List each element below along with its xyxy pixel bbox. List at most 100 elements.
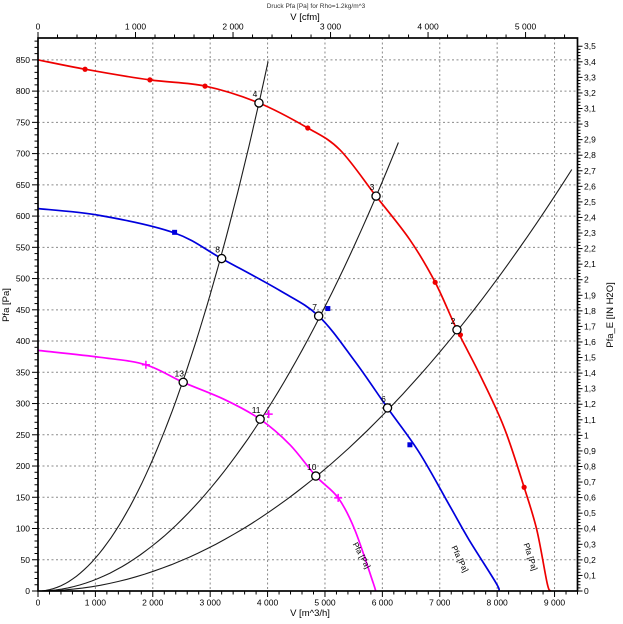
bottom-axis-tick-label: 1 000 xyxy=(85,598,107,608)
right-axis-tick-label: 0,2 xyxy=(584,555,596,565)
right-axis-tick-label: 2,6 xyxy=(584,181,596,191)
top-axis-tick-label: 3 000 xyxy=(320,22,342,32)
bottom-axis-tick-label: 4 000 xyxy=(257,598,279,608)
fan-curve-low-speed-label: Pfa [Pa] xyxy=(351,541,372,570)
left-axis-tick-label: 500 xyxy=(16,274,30,284)
bottom-axis-tick-label: 6 000 xyxy=(372,598,394,608)
operating-point-label: 3 xyxy=(370,182,375,192)
operating-point-marker xyxy=(178,377,188,388)
bottom-axis-tick-label: 7 000 xyxy=(429,598,451,608)
right-axis-tick-label: 3,1 xyxy=(584,103,596,113)
right-axis-tick-label: 0,4 xyxy=(584,524,596,534)
operating-point-label: 7 xyxy=(312,302,317,312)
left-axis-tick-label: 600 xyxy=(16,211,30,221)
operating-point-label: 10 xyxy=(307,462,317,472)
operating-point-marker xyxy=(313,311,324,321)
right-axis-tick-label: 3 xyxy=(584,119,589,129)
right-axis-tick-label: 2,9 xyxy=(584,135,596,145)
top-axis-tick-label: 0 xyxy=(36,22,41,32)
right-axis-tick-label: 2,4 xyxy=(584,212,596,222)
right-axis-tick-label: 2 xyxy=(584,275,589,285)
right-axis-tick-label: 1,1 xyxy=(584,415,596,425)
right-axis-tick-label: 1,7 xyxy=(584,321,596,331)
measurement-square-marker xyxy=(172,229,178,235)
right-axis-tick-label: 0,5 xyxy=(584,508,596,518)
left-axis-tick-label: 550 xyxy=(16,242,30,252)
bottom-axis-tick-label: 9 000 xyxy=(544,598,566,608)
left-axis-tick-label: 300 xyxy=(16,399,30,409)
measurement-dot-marker xyxy=(202,83,208,89)
right-axis-tick-label: 1,3 xyxy=(584,384,596,394)
left-axis-tick-label: 400 xyxy=(16,336,30,346)
operating-point-label: 11 xyxy=(252,405,261,415)
measurement-dot-marker xyxy=(82,66,88,72)
left-axis-tick-label: 200 xyxy=(16,461,30,471)
fan-curve-high-speed-group: Pfa [Pa] xyxy=(37,59,552,592)
system-curve-1 xyxy=(37,61,269,592)
left-axis-label: Pfa [Pa] xyxy=(1,288,12,322)
fan-curve-high-speed xyxy=(37,59,552,592)
right-axis-tick-label: 1,2 xyxy=(584,399,596,409)
right-axis-tick-label: 2,5 xyxy=(584,197,596,207)
bottom-axis-label: V [m^3/h] xyxy=(290,608,330,619)
right-axis-tick-label: 0 xyxy=(584,586,589,596)
right-axis-tick-label: 2,2 xyxy=(584,244,596,254)
bottom-axis-tick-label: 3 000 xyxy=(200,598,222,608)
operating-point-label: 2 xyxy=(451,316,456,326)
bottom-axis-tick-label: 2 000 xyxy=(142,598,164,608)
right-axis-tick-label: 0,3 xyxy=(584,539,596,549)
fan-curve-high-speed-label: Pfa [Pa] xyxy=(522,542,539,572)
left-axis-tick-label: 850 xyxy=(16,55,30,65)
left-axis-tick-label: 100 xyxy=(16,524,30,534)
left-axis-tick-label: 750 xyxy=(16,117,30,127)
top-axis-tick-label: 1 000 xyxy=(125,22,147,32)
right-axis-label: Pfa_E [IN H2O] xyxy=(605,282,616,347)
left-axis-tick-label: 150 xyxy=(16,492,30,502)
left-axis-tick-label: 0 xyxy=(25,586,30,596)
right-axis-tick-label: 3,4 xyxy=(584,57,596,67)
operating-point-marker xyxy=(371,191,381,201)
grid-lines xyxy=(38,38,578,591)
right-axis-tick-label: 2,7 xyxy=(584,166,596,176)
left-axis-tick-label: 700 xyxy=(16,149,30,159)
right-axis-tick-label: 0,1 xyxy=(584,570,596,580)
right-axis-tick-label: 0,9 xyxy=(584,446,596,456)
system-curve-3 xyxy=(37,169,573,592)
measurement-dot-marker xyxy=(432,279,438,285)
left-axis-tick-label: 250 xyxy=(16,430,30,440)
top-axis-tick-label: 5 000 xyxy=(515,22,537,32)
operating-point-label: 6 xyxy=(381,394,386,404)
right-axis-tick-label: 1 xyxy=(584,430,589,440)
right-axis-tick-label: 3,3 xyxy=(584,72,596,82)
right-axis-tick-label: 2,8 xyxy=(584,150,596,160)
fan-curve-mid-speed-group: Pfa [Pa] xyxy=(37,207,500,592)
operating-point-label: 8 xyxy=(215,245,220,255)
plot-frame xyxy=(37,37,579,592)
top-axis-tick-label: 2 000 xyxy=(222,22,244,32)
measurement-dot-marker xyxy=(521,484,527,490)
fan-curve-low-speed xyxy=(37,349,377,592)
bottom-axis-tick-label: 5 000 xyxy=(314,598,336,608)
bottom-axis-tick-label: 8 000 xyxy=(487,598,509,608)
measurement-square-marker xyxy=(407,442,413,448)
right-axis-tick-label: 1,4 xyxy=(584,368,596,378)
operating-point-marker xyxy=(216,253,227,264)
operating-point-marker xyxy=(255,414,265,424)
top-axis-label: V [cfm] xyxy=(290,12,320,23)
right-axis-tick-label: 0,8 xyxy=(584,461,596,471)
operating-point-marker xyxy=(311,471,321,481)
right-axis-tick-label: 3,2 xyxy=(584,88,596,98)
measurement-plus-marker xyxy=(264,410,273,419)
operating-point-marker xyxy=(452,325,462,335)
right-axis-tick-label: 2,3 xyxy=(584,228,596,238)
right-axis-tick-label: 1,6 xyxy=(584,337,596,347)
left-axis-tick-label: 50 xyxy=(21,555,31,565)
right-axis-tick-label: 0,7 xyxy=(584,477,596,487)
measurement-dot-marker xyxy=(147,77,153,83)
left-axis-tick-label: 350 xyxy=(16,367,30,377)
system-curve-2 xyxy=(37,142,399,592)
